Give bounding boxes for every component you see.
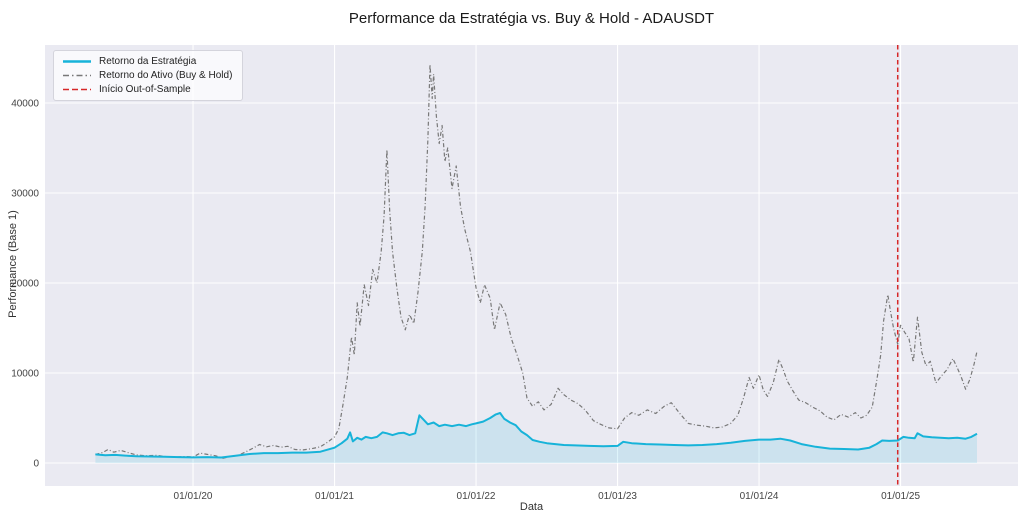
strategy-line — [95, 412, 978, 459]
y-axis-label: Performance (Base 1) — [7, 210, 19, 318]
y-tick-label: 10000 — [11, 368, 39, 379]
chart-title: Performance da Estratégia vs. Buy & Hold… — [348, 10, 715, 27]
y-tick-label: 20000 — [11, 278, 39, 289]
x-tick-label: 01/01/23 — [598, 491, 637, 502]
y-tick-label: 40000 — [11, 98, 39, 109]
y-tick-label: 0 — [33, 458, 39, 469]
x-tick-label: 01/01/25 — [881, 491, 920, 502]
legend-line-sample-icon — [63, 60, 91, 63]
legend-item: Retorno da Estratégia — [62, 56, 232, 67]
x-tick-label: 01/01/24 — [740, 491, 779, 502]
x-tick-label: 01/01/21 — [315, 491, 354, 502]
legend: Retorno da Estratégia Retorno do Ativo (B… — [53, 50, 244, 101]
x-tick-label: 01/01/20 — [174, 491, 213, 502]
legend-label: Retorno da Estratégia — [99, 56, 197, 67]
x-axis-label: Data — [519, 501, 544, 513]
plot-background — [45, 45, 1018, 486]
legend-label: Retorno do Ativo (Buy & Hold) — [99, 70, 233, 81]
x-tick-label: 01/01/22 — [457, 491, 496, 502]
legend-line-sample-icon — [63, 74, 91, 77]
legend-line-sample-icon — [63, 88, 91, 91]
y-tick-label: 30000 — [11, 188, 39, 199]
legend-item: Início Out-of-Sample — [62, 84, 232, 95]
buyhold-line — [95, 63, 978, 459]
strategy-area-fill — [95, 413, 977, 463]
legend-item: Retorno do Ativo (Buy & Hold) — [62, 70, 232, 81]
legend-label: Início Out-of-Sample — [99, 84, 191, 95]
